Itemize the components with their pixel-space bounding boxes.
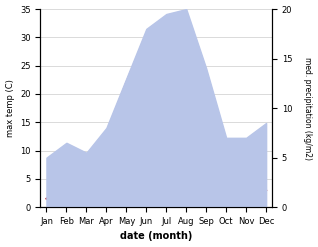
Y-axis label: max temp (C): max temp (C) bbox=[5, 79, 15, 137]
X-axis label: date (month): date (month) bbox=[120, 231, 192, 242]
Y-axis label: med. precipitation (kg/m2): med. precipitation (kg/m2) bbox=[303, 57, 313, 160]
